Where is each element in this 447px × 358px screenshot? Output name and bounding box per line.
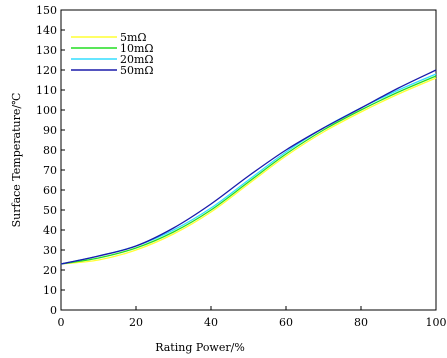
y-tick-label: 40 — [43, 224, 57, 237]
y-tick-label: 80 — [43, 144, 57, 157]
plot-area — [60, 9, 437, 311]
y-axis-label: Surface Temperature/℃ — [10, 93, 23, 228]
x-tick-label: 100 — [426, 316, 447, 329]
x-tick-label: 60 — [279, 316, 293, 329]
y-tick-label: 140 — [36, 24, 57, 37]
y-tick-label: 120 — [36, 64, 57, 77]
y-tick-label: 0 — [50, 304, 57, 317]
y-tick-label: 70 — [43, 164, 57, 177]
x-axis: 0 20 40 60 80 100 — [58, 306, 447, 329]
y-axis: 0 10 20 30 40 50 60 70 80 90 100 110 120 130 140 150 — [36, 4, 65, 317]
y-tick-label: 130 — [36, 44, 57, 57]
y-tick-label: 20 — [43, 264, 57, 277]
y-tick-label: 10 — [43, 284, 57, 297]
x-tick-label: 40 — [204, 316, 218, 329]
y-tick-label: 110 — [36, 84, 57, 97]
y-tick-label: 100 — [36, 104, 57, 117]
legend-label-1: 10mΩ — [120, 42, 154, 55]
y-tick-label: 30 — [43, 244, 57, 257]
legend-label-3: 50mΩ — [120, 64, 154, 77]
x-tick-label: 20 — [129, 316, 143, 329]
y-tick-label: 90 — [43, 124, 57, 137]
y-tick-label: 60 — [43, 184, 57, 197]
series-lines — [60, 69, 437, 265]
x-tick-label: 0 — [58, 316, 65, 329]
legend-label-2: 20mΩ — [120, 53, 154, 66]
series-line-3 — [60, 69, 437, 265]
y-tick-label: 150 — [36, 4, 57, 17]
series-line-1 — [60, 75, 437, 265]
legend-label-0: 5mΩ — [120, 31, 147, 44]
series-line-0 — [60, 77, 437, 265]
x-axis-label: Rating Power/% — [155, 341, 245, 354]
y-tick-label: 50 — [43, 204, 57, 217]
x-tick-label: 80 — [354, 316, 368, 329]
